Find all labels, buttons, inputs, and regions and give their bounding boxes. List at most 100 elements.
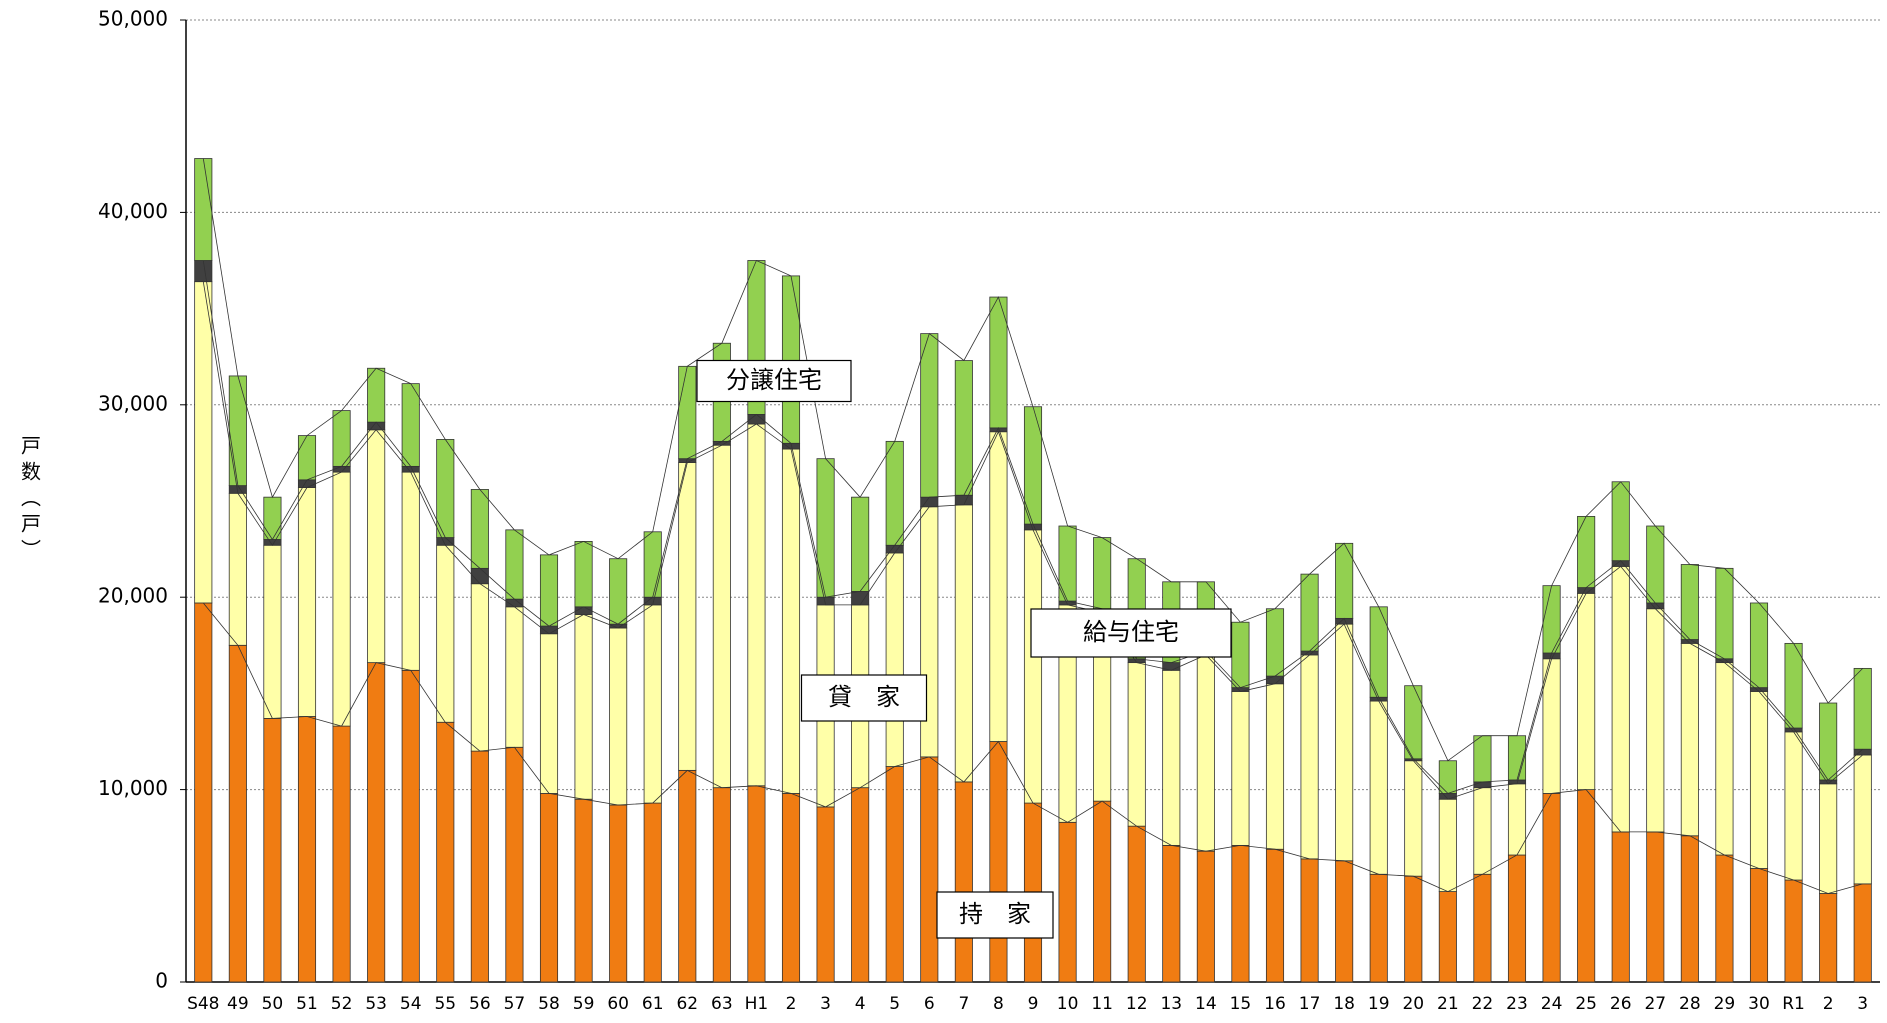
bar-segment [574, 798, 593, 983]
x-tick-label: 28 [1679, 994, 1701, 1014]
bar-segment [1265, 608, 1285, 677]
bar-segment [1231, 687, 1250, 692]
bar-segment [194, 602, 213, 983]
bar-segment [989, 431, 1008, 742]
stack-line [202, 158, 1863, 762]
bar-segment [781, 448, 801, 794]
annotation-box [1030, 608, 1232, 658]
y-tick-label: 50,000 [98, 7, 168, 31]
bar-segment [1819, 702, 1838, 781]
x-tick-label: 58 [538, 994, 560, 1014]
x-tick-label: 4 [855, 994, 866, 1014]
bar-segment [1093, 800, 1112, 983]
x-tick-label: 55 [434, 994, 456, 1014]
bar-segment [367, 429, 386, 664]
bar-segment [1369, 873, 1388, 983]
x-tick-label: 17 [1299, 994, 1321, 1014]
annotation-box [800, 674, 928, 722]
bar-segment [1784, 879, 1803, 983]
bar-segment [1715, 854, 1734, 983]
bar-segment [332, 725, 351, 983]
bar-segment [1749, 691, 1769, 869]
bar-segment [1680, 642, 1699, 837]
bar-segment [1749, 602, 1769, 689]
x-tick-label: 20 [1402, 994, 1424, 1014]
bar-segment [1300, 654, 1319, 860]
bar-segment [1023, 529, 1043, 804]
annotation-box [936, 891, 1054, 939]
x-tick-label: 63 [711, 994, 733, 1014]
bar-segment [1680, 564, 1699, 640]
x-tick-label: 10 [1057, 994, 1079, 1014]
bar-segment [1058, 821, 1077, 983]
x-tick-label: 54 [400, 994, 422, 1014]
bar-segment [747, 423, 766, 787]
x-tick-label: 23 [1506, 994, 1528, 1014]
bar-segment [1438, 798, 1457, 892]
bar-segment [609, 627, 628, 806]
bar-segment [1611, 481, 1630, 562]
bar-segment [851, 787, 870, 983]
bar-segment [885, 766, 904, 983]
bar-segment [436, 537, 455, 546]
bar-segment [712, 444, 731, 789]
bar-segment [954, 504, 973, 783]
x-tick-label: 2 [786, 994, 797, 1014]
bar-segment [1093, 537, 1112, 610]
x-tick-label: 21 [1437, 994, 1459, 1014]
bar-segment [1542, 585, 1561, 654]
bar-segment [367, 421, 386, 431]
x-tick-label: S48 [187, 994, 219, 1014]
x-tick-label: 56 [469, 994, 491, 1014]
bar-segment [1542, 658, 1561, 794]
bar-segment [574, 614, 593, 800]
annotation-box [696, 359, 852, 403]
x-tick-label: 49 [227, 994, 249, 1014]
bar-segment [401, 471, 420, 671]
bar-segment [1300, 858, 1319, 983]
bar-segment [367, 367, 386, 423]
bar-segment [1162, 844, 1181, 983]
bar-segment [505, 529, 524, 600]
stack-line [202, 602, 1863, 894]
y-tick-label: 10,000 [98, 776, 168, 800]
bar-segment [643, 531, 662, 598]
bar-segment [228, 492, 247, 646]
bar-segment [885, 544, 904, 554]
bar-segment [1438, 760, 1457, 794]
bar-segment [1404, 875, 1423, 983]
bar-segment [1577, 515, 1596, 588]
bar-segment [1784, 642, 1803, 729]
bar-segment [643, 802, 662, 983]
bar-segment [297, 435, 317, 481]
bar-segment [885, 552, 904, 767]
series-label: 貸 家 [828, 683, 900, 711]
bar-segment [436, 439, 455, 538]
bar-segment [332, 471, 351, 727]
bar-segment [194, 260, 213, 283]
bar-segment [954, 781, 973, 983]
bar-segment [954, 494, 973, 506]
bar-segment [1473, 873, 1492, 983]
bar-segment [851, 496, 870, 592]
bar-segment [1646, 831, 1665, 983]
bar-segment [263, 718, 282, 983]
x-tick-label: 25 [1575, 994, 1597, 1014]
x-tick-label: 11 [1091, 994, 1113, 1014]
bar-segment [1127, 825, 1146, 983]
bar-segment [1473, 735, 1492, 783]
x-tick-label: 13 [1160, 994, 1182, 1014]
y-tick-label: 40,000 [98, 199, 168, 223]
stack-line [202, 281, 1863, 800]
x-tick-label: 8 [993, 994, 1004, 1014]
bar-segment [920, 333, 939, 498]
x-tick-label: 26 [1610, 994, 1632, 1014]
bar-segment [1784, 731, 1803, 881]
bar-segment [1231, 691, 1250, 846]
bar-segment [574, 606, 593, 615]
bar-segment [470, 583, 489, 752]
bar-segment [1715, 567, 1734, 660]
bar-segment [1438, 891, 1457, 983]
x-tick-label: 60 [607, 994, 629, 1014]
x-tick-label: 57 [504, 994, 526, 1014]
